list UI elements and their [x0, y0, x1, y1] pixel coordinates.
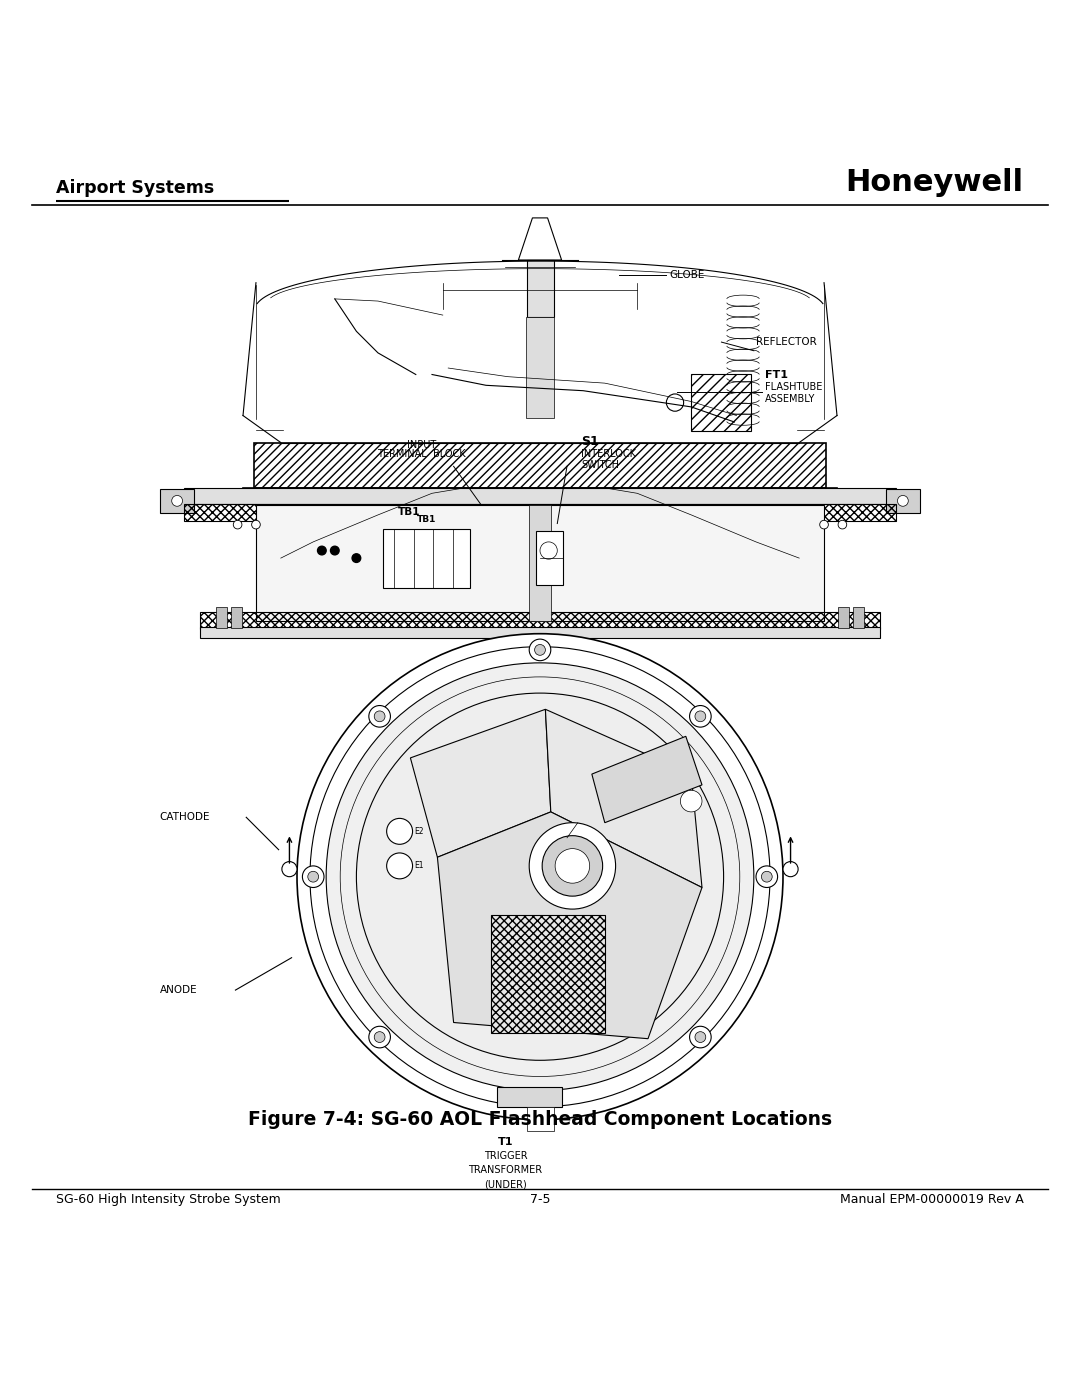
Bar	[200, 612, 880, 630]
Polygon shape	[592, 736, 702, 823]
Circle shape	[308, 872, 319, 882]
Bar	[886, 489, 920, 513]
Text: FLASHTUBE: FLASHTUBE	[765, 383, 822, 393]
Text: GLOBE: GLOBE	[670, 270, 705, 281]
Bar	[497, 1087, 562, 1106]
Text: Figure 7-4: SG-60 AOL Flashhead Component Locations: Figure 7-4: SG-60 AOL Flashhead Componen…	[248, 1111, 832, 1129]
Circle shape	[369, 705, 391, 726]
Circle shape	[535, 644, 545, 655]
Bar	[256, 506, 824, 620]
Circle shape	[529, 823, 616, 909]
Bar	[838, 606, 849, 629]
Text: 7-5: 7-5	[530, 1193, 550, 1206]
Bar	[216, 606, 227, 629]
Circle shape	[172, 496, 183, 506]
Circle shape	[282, 862, 297, 877]
Bar	[491, 915, 605, 1034]
Bar	[529, 506, 551, 620]
Text: TRIGGER: TRIGGER	[484, 1151, 527, 1161]
Bar	[160, 489, 194, 513]
Circle shape	[542, 835, 603, 895]
Circle shape	[302, 866, 324, 887]
Text: E2: E2	[415, 827, 424, 835]
Text: FT1: FT1	[765, 369, 787, 380]
Circle shape	[535, 1098, 545, 1109]
Text: T1: T1	[498, 1137, 513, 1147]
Circle shape	[820, 520, 828, 529]
Polygon shape	[410, 710, 551, 858]
Circle shape	[529, 638, 551, 661]
Circle shape	[694, 1031, 705, 1042]
Text: CATHODE: CATHODE	[160, 812, 211, 823]
Polygon shape	[437, 812, 702, 1039]
Circle shape	[369, 1027, 391, 1048]
Text: Honeywell: Honeywell	[846, 169, 1024, 197]
Circle shape	[529, 1092, 551, 1115]
Text: INPUT: INPUT	[406, 440, 436, 450]
Circle shape	[540, 542, 557, 559]
Text: ASSEMBLY: ASSEMBLY	[765, 394, 815, 404]
Text: TB1: TB1	[417, 514, 436, 524]
Text: (UNDER): (UNDER)	[484, 1179, 527, 1189]
Text: SWITCH: SWITCH	[581, 460, 619, 469]
Bar	[184, 488, 896, 504]
Circle shape	[252, 520, 260, 529]
Circle shape	[375, 711, 386, 722]
Bar	[200, 627, 880, 638]
Text: REFLECTOR: REFLECTOR	[756, 337, 816, 346]
Text: Manual EPM-00000019 Rev A: Manual EPM-00000019 Rev A	[840, 1193, 1024, 1206]
Circle shape	[783, 862, 798, 877]
Ellipse shape	[297, 634, 783, 1120]
Circle shape	[689, 705, 711, 726]
Circle shape	[555, 848, 590, 883]
Circle shape	[756, 866, 778, 887]
Bar	[536, 531, 563, 585]
Polygon shape	[545, 710, 702, 887]
Circle shape	[233, 520, 242, 529]
Text: E1: E1	[415, 862, 424, 870]
Bar	[526, 317, 554, 418]
Bar	[527, 260, 554, 317]
Text: TB1: TB1	[397, 507, 420, 517]
Circle shape	[680, 791, 702, 812]
Circle shape	[689, 1027, 711, 1048]
Text: TERMINAL  BLOCK: TERMINAL BLOCK	[377, 448, 465, 458]
Bar	[254, 443, 826, 488]
Circle shape	[838, 520, 847, 529]
Ellipse shape	[356, 693, 724, 1060]
Circle shape	[897, 496, 908, 506]
Circle shape	[666, 394, 684, 411]
Text: SG-60 High Intensity Strobe System: SG-60 High Intensity Strobe System	[56, 1193, 281, 1206]
Bar	[691, 374, 751, 430]
Circle shape	[330, 546, 339, 555]
Circle shape	[352, 553, 361, 563]
Text: S1: S1	[581, 434, 598, 448]
Bar	[231, 606, 242, 629]
Circle shape	[694, 711, 705, 722]
Bar	[383, 529, 470, 588]
Text: Airport Systems: Airport Systems	[56, 179, 215, 197]
Circle shape	[318, 546, 326, 555]
Circle shape	[375, 1031, 386, 1042]
Circle shape	[387, 819, 413, 844]
Circle shape	[387, 854, 413, 879]
Bar	[853, 606, 864, 629]
Circle shape	[761, 872, 772, 882]
Ellipse shape	[326, 662, 754, 1091]
Polygon shape	[518, 218, 562, 260]
Text: ANODE: ANODE	[160, 985, 198, 995]
Text: TRANSFORMER: TRANSFORMER	[469, 1165, 542, 1175]
Bar	[184, 504, 896, 521]
Text: INTERLOCK: INTERLOCK	[581, 448, 636, 458]
Bar	[527, 1106, 554, 1130]
